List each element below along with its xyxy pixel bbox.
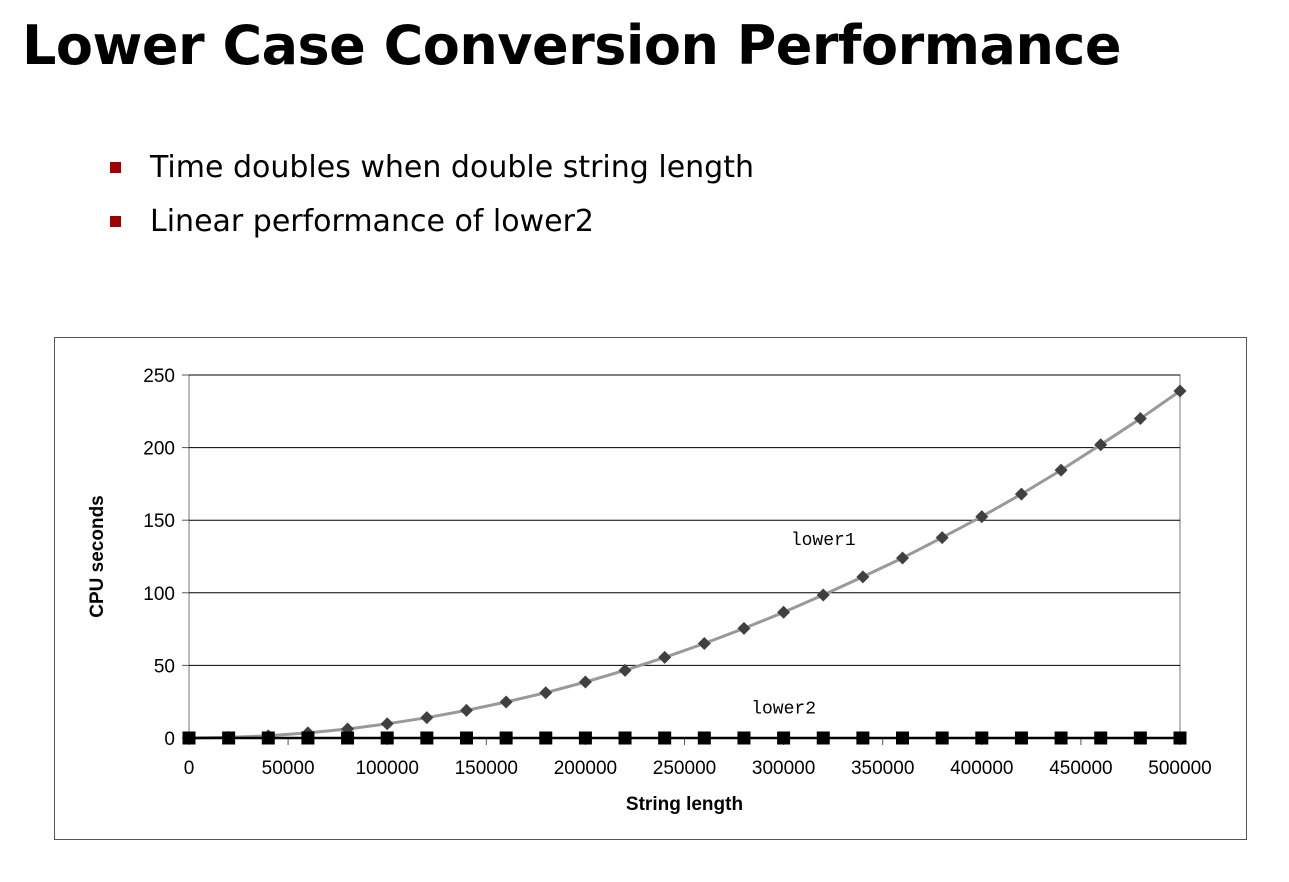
- data-point-lower1: [420, 711, 434, 725]
- series-label-lower2: lower2: [751, 699, 816, 719]
- y-tick-label: 0: [164, 729, 175, 750]
- series-line-lower1: [188, 389, 1181, 740]
- data-point-lower1: [896, 551, 910, 565]
- x-tick-label: 450000: [1049, 758, 1112, 779]
- data-point-lower2: [301, 731, 315, 745]
- y-tick-label: 100: [143, 584, 175, 605]
- data-point-lower2: [578, 731, 592, 745]
- y-tick-label: 250: [143, 366, 175, 387]
- data-point-lower2: [1014, 731, 1028, 745]
- data-point-lower1: [777, 605, 791, 619]
- x-tick-label: 0: [184, 758, 195, 779]
- data-point-lower1: [697, 636, 711, 650]
- data-point-lower1: [578, 675, 592, 689]
- series-label-lower1: lower1: [791, 531, 856, 551]
- slide-title: Lower Case Conversion Performance: [22, 14, 1122, 77]
- data-point-lower1: [975, 510, 989, 524]
- data-point-lower1: [1173, 384, 1187, 398]
- bullet-item: Linear performance of lower2: [110, 194, 754, 248]
- data-point-lower2: [1133, 731, 1147, 745]
- x-tick-label: 400000: [950, 758, 1013, 779]
- data-point-lower1: [499, 695, 513, 709]
- data-point-lower1: [935, 531, 949, 545]
- data-point-lower2: [539, 731, 553, 745]
- y-axis-title: CPU seconds: [87, 495, 108, 617]
- data-point-lower2: [975, 731, 989, 745]
- data-point-lower2: [697, 731, 711, 745]
- square-bullet-icon: [110, 161, 121, 173]
- data-point-lower2: [737, 731, 751, 745]
- data-point-lower1: [1014, 487, 1028, 501]
- square-bullet-icon: [110, 215, 121, 227]
- x-tick-label: 300000: [752, 758, 815, 779]
- y-tick-label: 150: [143, 511, 175, 532]
- x-tick-label: 50000: [262, 758, 315, 779]
- bullet-list: Time doubles when double string length L…: [110, 140, 754, 248]
- data-point-lower1: [658, 650, 672, 664]
- data-point-lower2: [935, 731, 949, 745]
- data-point-lower1: [856, 570, 870, 584]
- data-point-lower2: [459, 731, 473, 745]
- x-tick-label: 200000: [554, 758, 617, 779]
- data-point-lower2: [658, 731, 672, 745]
- data-point-lower1: [380, 717, 394, 731]
- data-point-lower2: [380, 731, 394, 745]
- data-point-lower2: [499, 731, 513, 745]
- data-point-lower1: [1133, 412, 1147, 426]
- cpu-time-chart: 0 50 100 150 200 250 0 50000 100000 150000 200000 2…: [87, 366, 1212, 815]
- x-tick-label: 150000: [455, 758, 518, 779]
- data-point-lower1: [1054, 463, 1068, 477]
- x-tick-label: 250000: [653, 758, 716, 779]
- data-point-lower2: [618, 731, 632, 745]
- data-point-lower2: [777, 731, 791, 745]
- data-point-lower2: [896, 731, 910, 745]
- x-tick-label: 500000: [1148, 758, 1211, 779]
- y-tick-label: 200: [143, 439, 175, 460]
- data-point-lower1: [459, 703, 473, 717]
- bullet-item: Time doubles when double string length: [110, 140, 754, 194]
- x-axis-title: String length: [626, 794, 743, 815]
- bullet-text: Linear performance of lower2: [150, 203, 594, 239]
- x-tick-label: 350000: [851, 758, 914, 779]
- data-point-lower1: [737, 621, 751, 635]
- data-point-lower2: [261, 731, 275, 745]
- y-tick-label: 50: [154, 656, 175, 677]
- x-tick-label: 100000: [355, 758, 418, 779]
- chart-frame: 0 50 100 150 200 250 0 50000 100000 150000 200000 2…: [54, 337, 1247, 840]
- data-point-lower2: [341, 731, 355, 745]
- data-point-lower2: [816, 731, 830, 745]
- data-point-lower2: [1054, 731, 1068, 745]
- data-point-lower2: [420, 731, 434, 745]
- data-point-lower1: [816, 588, 830, 602]
- data-point-lower2: [1094, 731, 1108, 745]
- data-point-lower2: [856, 731, 870, 745]
- bullet-text: Time doubles when double string length: [150, 149, 754, 185]
- data-point-lower1: [1094, 438, 1108, 452]
- plot-area: [188, 374, 1181, 739]
- data-point-lower1: [539, 686, 553, 700]
- data-point-lower1: [618, 663, 632, 677]
- data-point-lower2: [182, 731, 196, 745]
- data-point-lower2: [1173, 731, 1187, 745]
- data-point-lower2: [222, 731, 236, 745]
